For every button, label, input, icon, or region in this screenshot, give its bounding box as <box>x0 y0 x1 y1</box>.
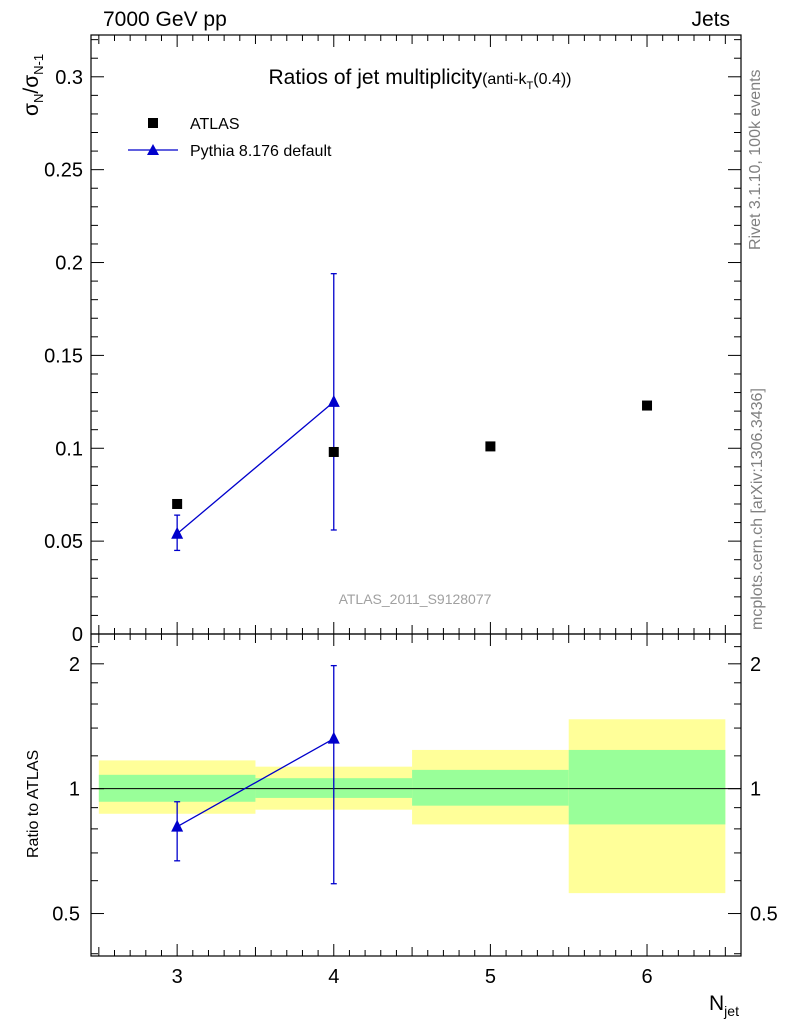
band-inner-3 <box>568 749 726 825</box>
xtick-label-2: 5 <box>485 966 496 988</box>
lower-ylabel: Ratio to ATLAS <box>25 750 42 858</box>
ylabel-sigma-n-sub: N <box>31 94 46 103</box>
upper-ytick-label-2: 0.1 <box>55 438 83 460</box>
ylabel-sigma-n1-sub: N-1 <box>31 54 46 75</box>
lower-ytick-label-right-1: 1 <box>750 779 761 801</box>
xlabel-base: N <box>709 992 724 1015</box>
ylabel-sigma-n1: σ <box>20 75 43 88</box>
xlabel: Njet <box>709 992 739 1019</box>
watermark: ATLAS_2011_S9128077 <box>339 591 492 607</box>
main-title: Ratios of jet multiplicity(anti-kT(0.4)) <box>269 66 572 92</box>
atlas-point-1 <box>328 446 339 457</box>
legend-atlas-marker <box>148 118 158 128</box>
xtick-label-3: 6 <box>641 966 652 988</box>
upper-ytick-label-1: 0.05 <box>44 531 83 553</box>
atlas-point-3 <box>642 400 653 411</box>
lower-ytick-label-0: 0.5 <box>52 904 80 926</box>
pythia-ratio-point-0 <box>171 819 184 832</box>
atlas-point-0 <box>172 498 183 509</box>
main-title-sub: (anti-k <box>482 71 527 88</box>
ratio-bands <box>91 719 741 894</box>
xtick-label-1: 4 <box>328 966 339 988</box>
upper-ytick-label-0: 0 <box>72 624 83 646</box>
lower-ytick-label-right-0: 0.5 <box>750 904 778 926</box>
main-title-text: Ratios of jet multiplicity <box>269 66 483 89</box>
band-inner-2 <box>412 769 569 806</box>
legend-pythia-marker <box>147 144 159 155</box>
lower-ytick-label-1: 1 <box>69 779 80 801</box>
upper-ytick-label-3: 0.15 <box>44 345 83 367</box>
upper-ytick-label-5: 0.25 <box>44 160 83 182</box>
upper-ytick-label-6: 0.3 <box>55 67 83 89</box>
lower-frame <box>90 633 742 957</box>
header-right: Jets <box>691 8 730 31</box>
upper-ytick-label-4: 0.2 <box>55 253 83 275</box>
plot-frames <box>90 34 742 957</box>
ylabel-separator: / <box>20 88 43 94</box>
legend-pythia-label: Pythia 8.176 default <box>190 143 332 160</box>
upper-ylabel: σN/σN-1 <box>20 54 46 116</box>
legend: ATLAS Pythia 8.176 default <box>128 116 332 160</box>
data-marks <box>171 273 653 885</box>
header-left: 7000 GeV pp <box>103 8 227 31</box>
mcplots-label: mcplots.cern.ch [arXiv:1306.3436] <box>749 388 766 630</box>
lower-ytick-label-2: 2 <box>69 654 80 676</box>
rivet-label: Rivet 3.1.10, 100k events <box>747 69 764 250</box>
ylabel-sigma-n: σ <box>20 103 43 116</box>
main-title-sub-end: (0.4)) <box>533 71 571 88</box>
atlas-point-2 <box>485 441 496 452</box>
pythia-ratio-line <box>176 738 335 828</box>
xlabel-sub: jet <box>723 1003 739 1019</box>
pythia-ratio-point-1 <box>327 731 340 744</box>
main-title-sub-index: T <box>527 80 534 92</box>
pythia-line <box>176 401 335 535</box>
pythia-point-1 <box>327 394 340 407</box>
legend-atlas-label: ATLAS <box>190 116 240 133</box>
upper-frame <box>90 34 742 635</box>
xtick-label-0: 3 <box>172 966 183 988</box>
pythia-point-0 <box>171 526 184 539</box>
axis-ticks: 0 0.05 0.1 0.15 0.2 0.25 0.3 3 4 5 6 0.5 0.5 1 1 2 2 <box>44 35 778 988</box>
lower-ytick-label-right-2: 2 <box>750 654 761 676</box>
